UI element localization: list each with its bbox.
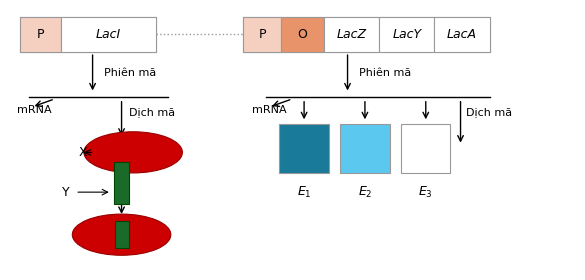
Bar bbox=[61, 17, 156, 52]
Bar bbox=[20, 17, 156, 52]
Bar bbox=[243, 17, 281, 52]
Text: $E_1$: $E_1$ bbox=[297, 185, 311, 200]
Text: mRNA: mRNA bbox=[18, 105, 52, 115]
Bar bbox=[435, 17, 490, 52]
Text: Phiên mã: Phiên mã bbox=[359, 68, 411, 78]
Bar bbox=[115, 221, 129, 248]
Text: P: P bbox=[37, 28, 44, 41]
Bar bbox=[281, 17, 324, 52]
Bar bbox=[243, 17, 490, 52]
Text: P: P bbox=[259, 28, 266, 41]
Ellipse shape bbox=[73, 214, 171, 255]
Text: O: O bbox=[298, 28, 308, 41]
Ellipse shape bbox=[84, 132, 183, 173]
Text: LacI: LacI bbox=[96, 28, 121, 41]
Bar bbox=[380, 17, 435, 52]
Text: Phiên mã: Phiên mã bbox=[104, 68, 156, 78]
Text: mRNA: mRNA bbox=[252, 105, 287, 115]
Text: X: X bbox=[78, 146, 87, 159]
Bar bbox=[401, 123, 450, 173]
Bar bbox=[20, 17, 61, 52]
Text: $E_3$: $E_3$ bbox=[418, 185, 433, 200]
Text: LacY: LacY bbox=[393, 28, 422, 41]
Text: $E_2$: $E_2$ bbox=[357, 185, 372, 200]
Text: LacA: LacA bbox=[447, 28, 477, 41]
Text: LacZ: LacZ bbox=[337, 28, 367, 41]
Text: Dịch mã: Dịch mã bbox=[129, 108, 176, 118]
Bar bbox=[324, 17, 380, 52]
Bar bbox=[114, 162, 129, 204]
Bar bbox=[340, 123, 390, 173]
Text: Y: Y bbox=[61, 186, 69, 199]
Bar bbox=[280, 123, 329, 173]
Text: Dịch mã: Dịch mã bbox=[466, 108, 512, 118]
